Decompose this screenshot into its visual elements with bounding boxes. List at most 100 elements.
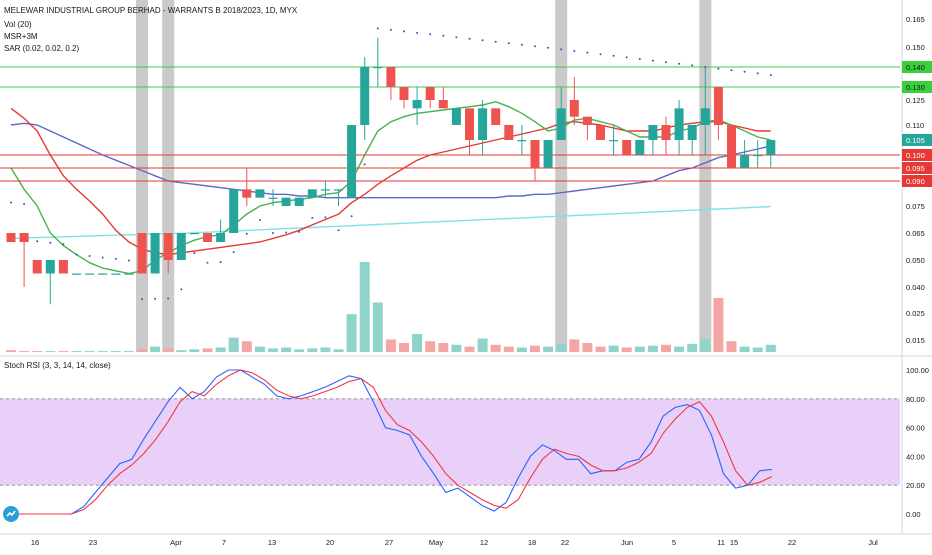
rsi-panel-title: Stoch RSI (3, 3, 14, 14, close) bbox=[4, 361, 111, 370]
volume-bar bbox=[372, 302, 383, 352]
sar-dot bbox=[612, 54, 615, 57]
rsi-tick-label: 40.00 bbox=[906, 452, 925, 461]
volume-bar bbox=[254, 346, 265, 352]
candle bbox=[32, 260, 42, 274]
candle-body bbox=[255, 189, 265, 198]
volume-bar bbox=[123, 351, 134, 352]
volume-bar bbox=[765, 344, 776, 352]
time-tick-label: 7 bbox=[222, 538, 226, 547]
sar-dot bbox=[586, 51, 589, 54]
price-tick-label: 0.165 bbox=[906, 15, 925, 24]
candle bbox=[189, 233, 199, 235]
sar-dot bbox=[704, 66, 707, 68]
volume-bar bbox=[503, 346, 514, 352]
sar-dot bbox=[298, 230, 301, 233]
sar-dot bbox=[193, 252, 196, 255]
time-tick-label: 23 bbox=[89, 538, 97, 547]
volume-bar bbox=[32, 351, 43, 352]
sar-dot bbox=[756, 72, 759, 75]
volume-bar bbox=[58, 351, 69, 352]
level-badge bbox=[902, 61, 932, 73]
candle-body bbox=[661, 125, 671, 140]
rsi-tick-label: 100.00 bbox=[906, 366, 929, 375]
candle-body bbox=[451, 108, 461, 125]
candle-body bbox=[6, 233, 16, 242]
candle bbox=[294, 197, 304, 206]
sar-dot bbox=[442, 34, 445, 37]
sar-dot bbox=[311, 216, 314, 219]
volume-bar bbox=[661, 344, 671, 352]
candle-body bbox=[425, 87, 435, 100]
volume-bar bbox=[530, 345, 540, 352]
candle-body bbox=[543, 140, 553, 168]
level-badge bbox=[902, 134, 932, 146]
candle bbox=[19, 233, 29, 287]
candle bbox=[399, 87, 409, 109]
sar-dot bbox=[245, 232, 248, 235]
candle bbox=[85, 273, 95, 275]
candle bbox=[438, 87, 448, 109]
candle-body bbox=[412, 100, 422, 109]
volume-bar bbox=[687, 343, 698, 352]
candle-body bbox=[85, 273, 95, 275]
volume-bar bbox=[674, 346, 685, 352]
sar-dot bbox=[625, 56, 628, 59]
rsi-tick-label: 20.00 bbox=[906, 481, 925, 490]
volume-bar bbox=[137, 349, 147, 352]
candle-body bbox=[569, 100, 579, 117]
price-tick-label: 0.150 bbox=[906, 43, 925, 52]
candle-body bbox=[242, 189, 252, 198]
volume-bar bbox=[189, 349, 200, 352]
volume-bar bbox=[608, 345, 619, 352]
candle bbox=[386, 67, 396, 100]
sar-dot bbox=[285, 231, 288, 234]
time-tick-label: 11 bbox=[717, 538, 725, 547]
candle-body bbox=[98, 273, 108, 275]
candle-body bbox=[596, 125, 605, 140]
time-tick-label: 15 bbox=[730, 538, 738, 547]
price-tick-label: 0.065 bbox=[906, 229, 925, 238]
volume-bar bbox=[71, 351, 82, 352]
volume-bar bbox=[359, 262, 370, 352]
candle-body bbox=[530, 140, 540, 168]
sar-dot bbox=[691, 64, 694, 67]
highlight-column bbox=[162, 0, 175, 352]
sar-dot bbox=[232, 251, 235, 254]
candle bbox=[648, 125, 658, 155]
volume-bar bbox=[438, 343, 449, 352]
sar-dot bbox=[416, 31, 419, 34]
price-tick-label: 0.025 bbox=[906, 309, 925, 318]
candle-body bbox=[713, 87, 723, 125]
volume-bar bbox=[713, 298, 724, 352]
candle bbox=[242, 168, 252, 206]
candle-body bbox=[281, 197, 291, 206]
candle bbox=[229, 189, 239, 233]
tradingview-logo-icon[interactable] bbox=[3, 506, 19, 522]
volume-bar bbox=[320, 347, 331, 352]
candle-body bbox=[58, 260, 68, 274]
candle-body bbox=[360, 67, 370, 125]
level-badge bbox=[902, 81, 932, 93]
volume-bar bbox=[621, 347, 632, 352]
candle-body bbox=[622, 140, 632, 155]
time-tick-label: 22 bbox=[788, 538, 796, 547]
candle-body bbox=[399, 87, 409, 100]
candle bbox=[412, 87, 422, 125]
candle bbox=[530, 140, 540, 181]
candle bbox=[98, 273, 108, 275]
sar-dot bbox=[651, 59, 654, 62]
volume-bar bbox=[569, 339, 580, 352]
legend-msr: MSR+3M bbox=[4, 32, 38, 41]
time-tick-label: 20 bbox=[326, 538, 334, 547]
candle bbox=[622, 140, 632, 155]
stoch-rsi-k-line bbox=[11, 369, 772, 515]
volume-bar bbox=[176, 350, 187, 352]
sar-dot bbox=[389, 28, 392, 31]
time-tick-label: 13 bbox=[268, 538, 276, 547]
candle-body bbox=[609, 140, 619, 142]
price-tick-label: 0.125 bbox=[906, 96, 925, 105]
candle-body bbox=[320, 189, 330, 191]
volume-bar bbox=[215, 347, 226, 352]
time-tick-label: Jun bbox=[621, 538, 633, 547]
